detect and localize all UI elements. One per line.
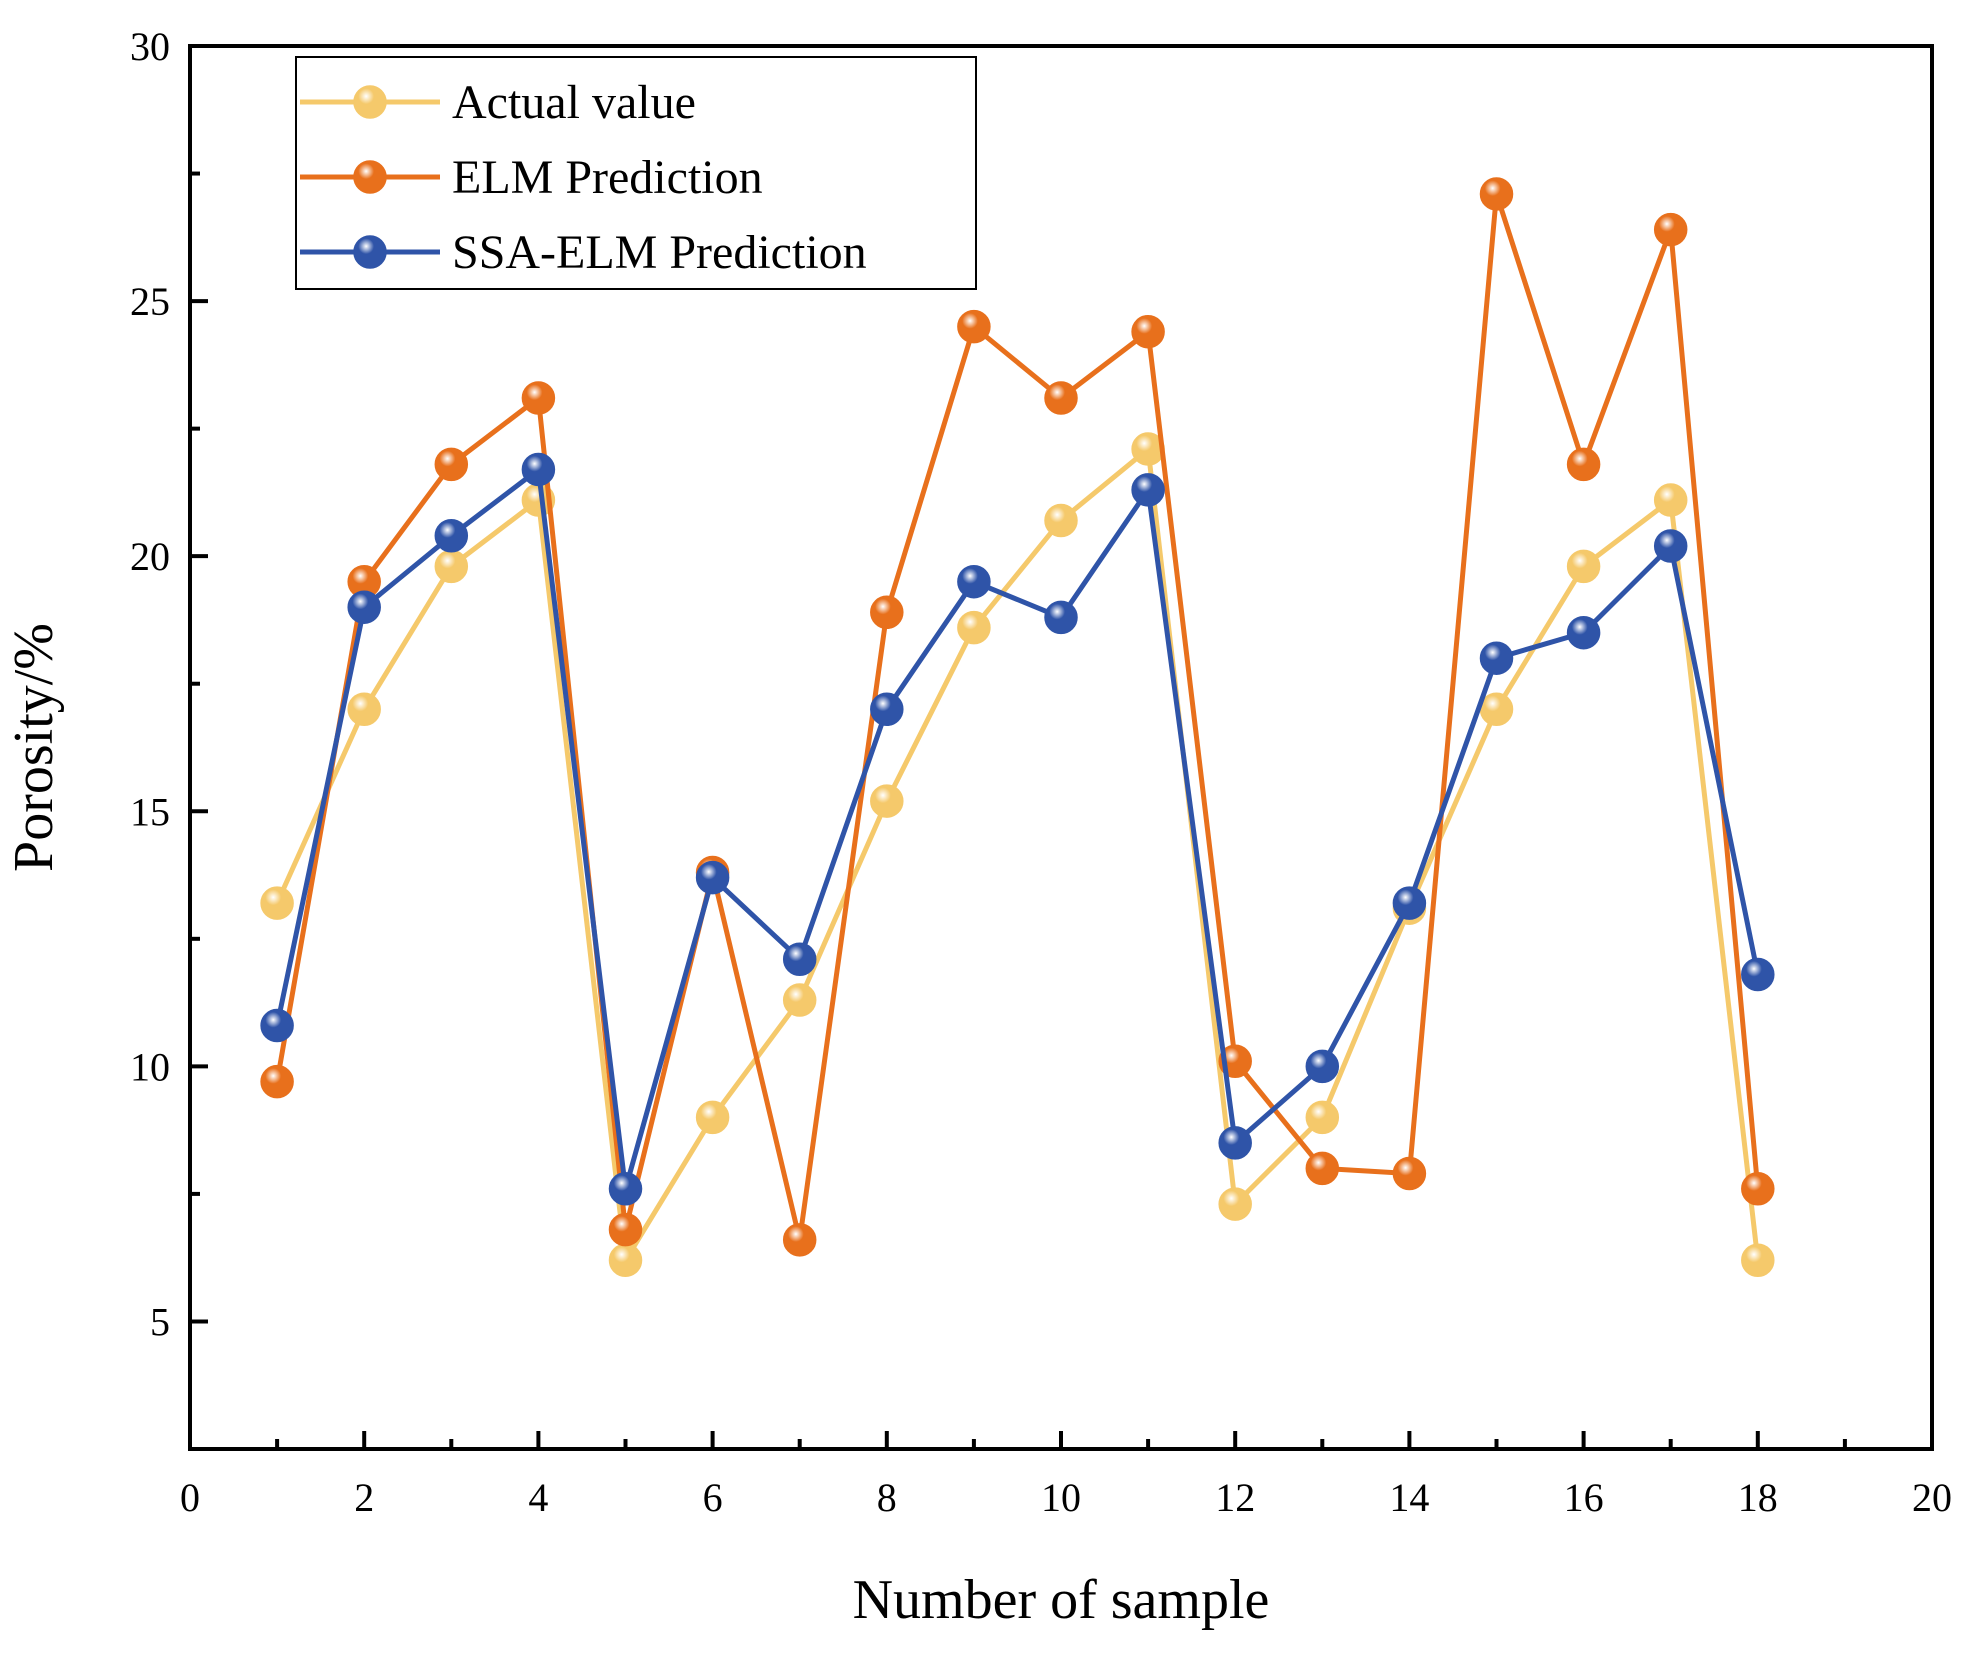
y-tick-label: 30 — [130, 24, 170, 69]
y-axis-title: Porosity/% — [3, 623, 65, 872]
ssa-elm-prediction-point — [434, 519, 469, 553]
ssa-elm-prediction-point — [1392, 886, 1427, 920]
x-tick-label: 14 — [1389, 1475, 1429, 1520]
ssa-elm-prediction-point — [608, 1172, 643, 1206]
ssa-elm-prediction-point — [870, 692, 904, 726]
elm-prediction-point — [260, 1064, 294, 1099]
x-tick-label: 20 — [1912, 1475, 1952, 1520]
ssa-elm-prediction-point — [1741, 957, 1775, 992]
y-tick-label: 10 — [130, 1044, 170, 1089]
x-tick-label: 10 — [1041, 1475, 1081, 1520]
actual-value-point — [1741, 1243, 1775, 1277]
elm-prediction-line — [274, 191, 1761, 1243]
elm-prediction-point — [957, 309, 991, 344]
legend-label-actual-value: Actual value — [452, 76, 696, 129]
y-tick-label: 5 — [150, 1299, 170, 1344]
elm-prediction-point — [608, 1212, 643, 1247]
ssa-elm-prediction-point — [1305, 1049, 1340, 1084]
elm-prediction-point — [1479, 177, 1514, 211]
legend-marker-elm-prediction — [353, 160, 387, 194]
ssa-elm-prediction-point — [1218, 1126, 1252, 1160]
elm-prediction-point — [782, 1223, 817, 1257]
elm-prediction-point — [870, 595, 904, 630]
elm-prediction-point — [1566, 447, 1601, 482]
actual-value-point — [1044, 503, 1078, 538]
elm-prediction-point — [1392, 1156, 1427, 1191]
ssa-elm-prediction-point — [782, 942, 817, 976]
actual-value-point — [1566, 549, 1601, 584]
elm-prediction-point — [1305, 1151, 1340, 1186]
actual-value-point — [1653, 483, 1688, 517]
actual-value-line — [274, 446, 1761, 1263]
actual-value-point — [870, 784, 904, 818]
actual-value-point — [347, 692, 381, 726]
actual-value-point — [1479, 692, 1514, 726]
x-tick-label: 16 — [1564, 1475, 1604, 1520]
y-tick-label: 25 — [130, 279, 170, 324]
actual-value-point — [608, 1243, 643, 1277]
elm-prediction-point — [1653, 212, 1688, 247]
actual-value-point — [1305, 1100, 1340, 1135]
ssa-elm-prediction-point — [1653, 529, 1688, 563]
plot-frame — [188, 44, 1934, 1451]
axis-ticks: 0 2 4 6 8 10 12 14 16 18 20 5 10 15 20 25 30 — [130, 24, 1952, 1520]
ssa-elm-prediction-point — [260, 1008, 294, 1043]
ssa-elm-prediction-point — [695, 860, 730, 895]
actual-value-point — [260, 886, 294, 920]
ssa-elm-prediction-point — [957, 564, 991, 599]
actual-value-point — [434, 549, 469, 584]
y-tick-label: 20 — [130, 534, 170, 579]
x-tick-label: 4 — [528, 1475, 548, 1520]
legend: Actual value ELM Prediction SSA-ELM Predic… — [295, 56, 977, 290]
x-tick-label: 0 — [180, 1475, 200, 1520]
actual-value-point — [782, 983, 817, 1017]
legend-label-elm-prediction: ELM Prediction — [452, 151, 763, 204]
ssa-elm-prediction-point — [521, 452, 556, 487]
x-tick-label: 8 — [877, 1475, 897, 1520]
legend-marker-ssa-elm-prediction — [353, 235, 387, 269]
elm-prediction-point — [521, 381, 556, 415]
actual-value-point — [957, 610, 991, 645]
ssa-elm-prediction-point — [1131, 473, 1165, 507]
elm-prediction-point — [1131, 314, 1165, 349]
x-axis-title: Number of sample — [853, 1569, 1270, 1631]
legend-marker-actual-value — [353, 85, 387, 119]
x-tick-label: 6 — [703, 1475, 723, 1520]
x-tick-label: 18 — [1738, 1475, 1778, 1520]
y-tick-label: 15 — [130, 789, 170, 834]
actual-value-point — [1218, 1187, 1252, 1221]
x-tick-label: 12 — [1215, 1475, 1255, 1520]
ssa-elm-prediction-point — [347, 590, 381, 624]
x-tick-label: 2 — [354, 1475, 374, 1520]
ssa-elm-prediction-point — [1044, 600, 1078, 635]
elm-prediction-point — [434, 447, 469, 482]
legend-label-ssa-elm-prediction: SSA-ELM Prediction — [452, 226, 867, 279]
elm-prediction-point — [1044, 381, 1078, 415]
ssa-elm-prediction-point — [1479, 641, 1514, 675]
data-series — [260, 177, 1775, 1277]
ssa-elm-prediction-point — [1566, 615, 1601, 650]
actual-value-point — [695, 1100, 730, 1135]
elm-prediction-point — [1741, 1172, 1775, 1206]
